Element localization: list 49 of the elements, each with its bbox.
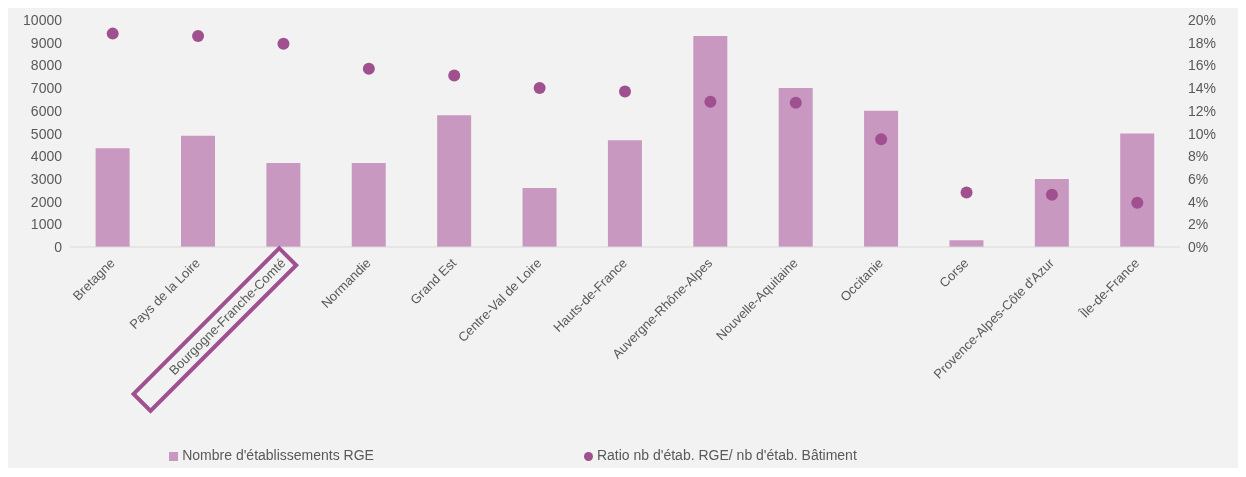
point [1131, 196, 1144, 209]
point [106, 27, 119, 40]
bar [1120, 133, 1155, 247]
point [362, 62, 375, 75]
y2-tick-label: 18% [1188, 34, 1217, 51]
point [277, 37, 290, 50]
y2-tick-label: 2% [1188, 216, 1209, 233]
bar [607, 140, 642, 247]
point [789, 96, 802, 109]
bar [266, 163, 301, 247]
bar [181, 135, 215, 247]
y-tick-label: 8000 [30, 57, 63, 74]
y2-tick-label: 10% [1188, 125, 1217, 142]
point [875, 133, 888, 146]
y2-tick-label: 8% [1188, 148, 1209, 165]
y-tick-label: 5000 [30, 125, 63, 142]
y2-tick-label: 14% [1188, 80, 1217, 97]
y-tick-label: 3000 [30, 170, 63, 187]
y2-tick-label: 0% [1188, 239, 1209, 255]
bar [351, 163, 386, 247]
y-tick-label: 1000 [30, 216, 63, 233]
y-tick-label: 0 [54, 239, 63, 255]
legend-label: Nombre d'établissements RGE [182, 447, 374, 463]
point [960, 186, 973, 199]
bar [864, 110, 899, 247]
y-tick-label: 2000 [30, 193, 63, 210]
y-tick-label: 9000 [30, 34, 63, 51]
y2-tick-label: 4% [1188, 193, 1209, 210]
legend-label: Ratio nb d'étab. RGE/ nb d'étab. Bâtiment [596, 447, 857, 463]
bar [522, 187, 557, 247]
y2-tick-label: 6% [1188, 170, 1209, 187]
point [192, 29, 205, 42]
y-tick-label: 4000 [30, 148, 63, 165]
bar [778, 88, 813, 247]
point [619, 85, 631, 98]
point [533, 82, 546, 95]
y-tick-label: 10000 [23, 12, 63, 28]
bar [1034, 178, 1069, 247]
y-tick-label: 6000 [30, 102, 63, 119]
bar [693, 35, 728, 247]
point [1045, 188, 1058, 201]
y-tick-label: 7000 [30, 80, 63, 97]
y2-tick-label: 20% [1188, 12, 1217, 28]
point [704, 95, 717, 108]
point [448, 69, 461, 82]
bar [95, 148, 130, 247]
bar [437, 115, 472, 247]
y2-tick-label: 16% [1188, 57, 1217, 74]
y2-tick-label: 12% [1188, 102, 1217, 119]
